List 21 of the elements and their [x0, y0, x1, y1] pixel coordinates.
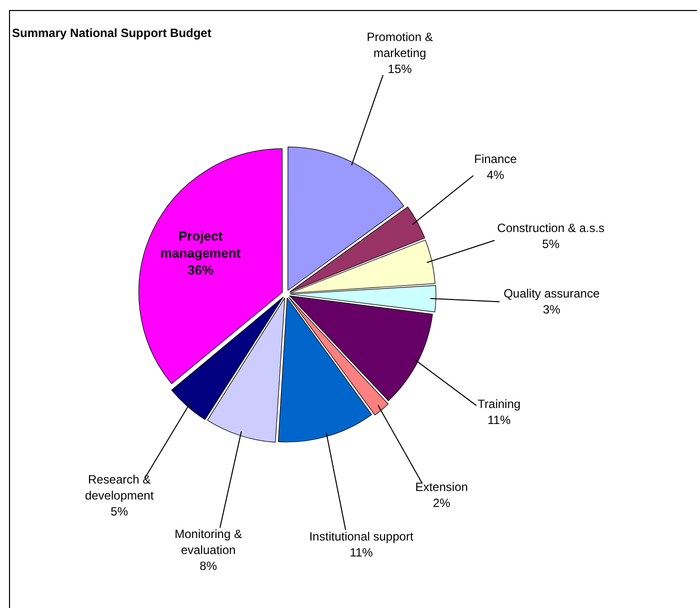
data-label: 4%	[486, 168, 504, 182]
data-label: 11%	[488, 413, 511, 428]
slice-label: Project management	[160, 228, 242, 260]
slice-label: Quality assurance	[504, 286, 600, 301]
data-label: 36%	[187, 262, 214, 278]
data-label: 3%	[542, 302, 561, 317]
data-label: 5%	[542, 237, 560, 252]
slice-label: Extension	[415, 480, 468, 494]
slice-label: Monitoring & evaluation	[174, 526, 242, 557]
data-label: 15%	[388, 62, 412, 76]
slice-label: Training	[478, 397, 521, 412]
data-label: 2%	[432, 496, 451, 510]
slice-label: Research & development	[84, 472, 154, 503]
chart-title: Summary National Support Budget	[12, 26, 212, 40]
slice-label: Construction & a.s.s	[497, 221, 605, 236]
slice-label: Institutional support	[309, 530, 414, 544]
data-label: 11%	[350, 546, 374, 560]
data-label: 8%	[200, 558, 218, 573]
slice-label: Promotion & marketing	[366, 30, 433, 60]
data-label: 5%	[110, 504, 128, 519]
slice-label: Finance	[474, 152, 518, 166]
